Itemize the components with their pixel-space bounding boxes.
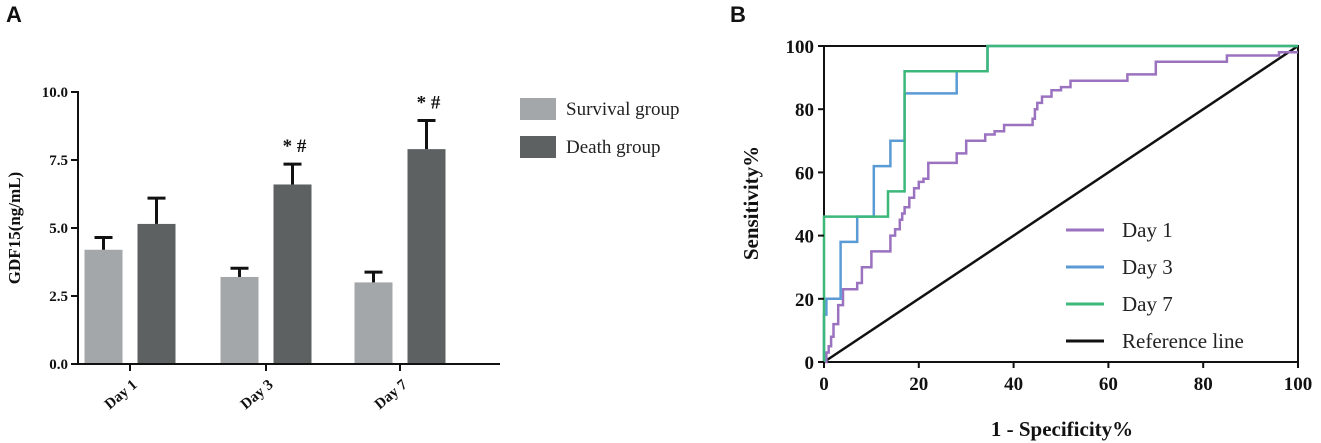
y-axis-title: GDF15(ng/mL)	[5, 172, 24, 284]
panel-a-label: A	[6, 2, 22, 27]
x-tick-label: Day 7	[372, 376, 411, 412]
legend-label: Day 7	[1122, 292, 1173, 316]
x-ticks: Day 1 Day 3 Day 7	[102, 364, 411, 413]
legend-swatch	[520, 136, 556, 158]
y-tick-label: 60	[795, 163, 814, 184]
x-tick-label: Day 3	[238, 377, 277, 413]
bar-death-day-1	[137, 223, 176, 364]
x-tick-label: 20	[909, 374, 928, 395]
y-tick-label: 40	[795, 227, 814, 248]
legend-label: Reference line	[1122, 329, 1244, 353]
significance-mark: * #	[417, 93, 441, 114]
x-tick-label: 80	[1194, 374, 1213, 395]
y-tick-label: 2.5	[49, 289, 68, 305]
x-ticks: 0 20 40 60 80 100	[819, 362, 1312, 395]
y-tick-label: 10.0	[42, 85, 68, 101]
bar-survival-day-3	[220, 276, 259, 364]
x-tick-label: 40	[1004, 374, 1023, 395]
roc-line-reference-line	[823, 44, 1299, 364]
y-ticks: 0 20 40 60 80 100	[786, 37, 824, 374]
x-tick-label: 60	[1099, 374, 1118, 395]
bar-marks	[84, 119, 446, 364]
y-tick-label: 80	[795, 100, 814, 121]
legend-label: Day 3	[1122, 255, 1173, 279]
bar-death-day-3	[273, 184, 312, 364]
bar-death-day-7	[407, 149, 446, 364]
significance-annotations: * # * #	[283, 93, 441, 158]
bar-chart-gdf15: 0.0 2.5 5.0 7.5 10.0 Day 1 Day 3 Day 7 * #* # …	[5, 85, 679, 413]
legend-swatch	[520, 98, 556, 120]
legend: Survival group Death group	[520, 98, 679, 158]
y-tick-label: 5.0	[49, 221, 68, 237]
bar-survival-day-7	[354, 282, 393, 364]
x-tick-label: 0	[819, 374, 829, 395]
x-axis-title: 1 - Specificity%	[991, 417, 1133, 441]
y-tick-label: 7.5	[49, 153, 68, 169]
legend-label: Day 1	[1122, 218, 1173, 242]
y-ticks: 0.0 2.5 5.0 7.5 10.0	[42, 85, 78, 373]
panel-b-label: B	[730, 2, 746, 27]
roc-line-day-7	[822, 44, 1298, 362]
roc-line-day-1	[824, 51, 1298, 364]
x-tick-label: Day 1	[102, 377, 141, 413]
y-axis-title: Sensitivity%	[739, 146, 763, 260]
roc-chart: 0 20 40 60 80 100 0 20 40 60 80 100 1 - Specificit…	[739, 37, 1312, 441]
y-tick-label: 0.0	[49, 357, 68, 373]
roc-series	[822, 44, 1299, 364]
significance-mark: * #	[283, 136, 307, 157]
x-tick-label: 100	[1284, 374, 1313, 395]
y-tick-label: 20	[795, 290, 814, 311]
y-tick-label: 100	[786, 37, 815, 58]
y-tick-label: 0	[805, 353, 815, 374]
bar-survival-day-1	[84, 249, 123, 364]
legend: Day 1 Day 3 Day 7 Reference line	[1066, 218, 1244, 353]
legend-label: Death group	[566, 137, 660, 158]
legend-label: Survival group	[566, 99, 679, 120]
